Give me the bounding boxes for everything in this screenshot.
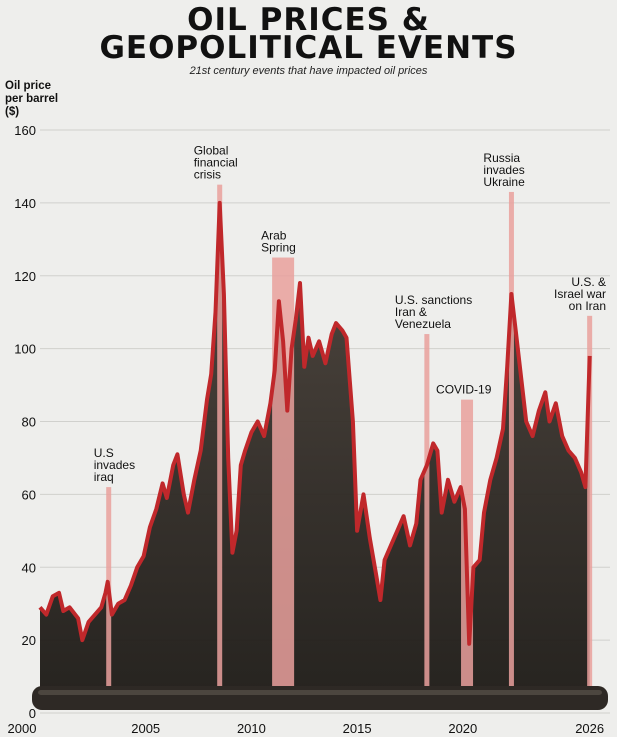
event-label-line: Iran & — [395, 305, 427, 319]
y-axis-label-line-3: ($) — [5, 106, 20, 118]
event-label-line: Russia — [483, 151, 520, 165]
x-tick-label: 2015 — [343, 721, 372, 736]
y-tick-label: 140 — [14, 196, 36, 211]
event-label-line: Arab — [261, 229, 287, 243]
x-tick-label: 2005 — [131, 721, 160, 736]
event-bar — [424, 334, 430, 693]
y-axis-label-line-1: Oil price — [5, 80, 52, 92]
event-label-line: crisis — [194, 168, 221, 182]
event-label-line: invades — [483, 163, 524, 177]
event-label-line: iraq — [94, 470, 114, 484]
y-tick-label: 20 — [22, 633, 36, 648]
event-label-line: Global — [194, 144, 229, 158]
price-area — [40, 202, 590, 699]
x-tick-label: 2010 — [237, 721, 266, 736]
x-tick-label: 2020 — [448, 721, 477, 736]
event-label-line: U.S — [94, 446, 114, 460]
event-label-line: invades — [94, 458, 135, 472]
y-axis-label-line-2: per barrel — [5, 93, 59, 105]
event-annotations: U.SinvadesiraqGlobalfinancialcrisisArabS… — [94, 144, 606, 484]
subtitle: 21st century events that have impacted o… — [189, 65, 428, 77]
barrel-area — [40, 202, 590, 699]
title-line-1: OIL PRICES & — [187, 2, 430, 38]
event-label-line: financial — [194, 156, 238, 170]
x-tick-label: 2000 — [8, 721, 37, 736]
y-tick-label: 160 — [14, 123, 36, 138]
y-tick-label: 80 — [22, 415, 36, 430]
y-tick-label: 60 — [22, 487, 36, 502]
y-tick-label: 120 — [14, 269, 36, 284]
price-line — [38, 200, 592, 646]
event-label-line: Venezuela — [395, 317, 451, 331]
y-tick-label: 40 — [22, 560, 36, 575]
price-line-path — [38, 200, 592, 646]
x-tick-labels: 2000 2005 2010 2015 2020 2026 — [8, 721, 605, 736]
barrel-base-highlight — [38, 690, 602, 695]
event-label-line: U.S. sanctions — [395, 293, 472, 307]
title-line-2: GEOPOLITICAL EVENTS — [99, 30, 518, 66]
event-label-line: U.S. & — [571, 275, 606, 289]
event-label-line: Ukraine — [483, 175, 525, 189]
y-tick-label: 0 — [29, 706, 36, 721]
event-label-line: Israel war — [554, 287, 606, 301]
y-tick-label: 100 — [14, 342, 36, 357]
event-bar — [508, 191, 514, 693]
event-bar — [587, 315, 593, 693]
event-label-line: Spring — [261, 241, 296, 255]
y-tick-labels: 0 20 40 60 80 100 120 140 160 — [14, 123, 36, 721]
barrel-rim — [32, 686, 608, 710]
event-bar — [217, 184, 223, 693]
event-label-line: on Iran — [569, 299, 606, 313]
barrel-base — [32, 686, 608, 710]
event-label-line: COVID-19 — [436, 383, 492, 397]
x-tick-label: 2026 — [575, 721, 604, 736]
